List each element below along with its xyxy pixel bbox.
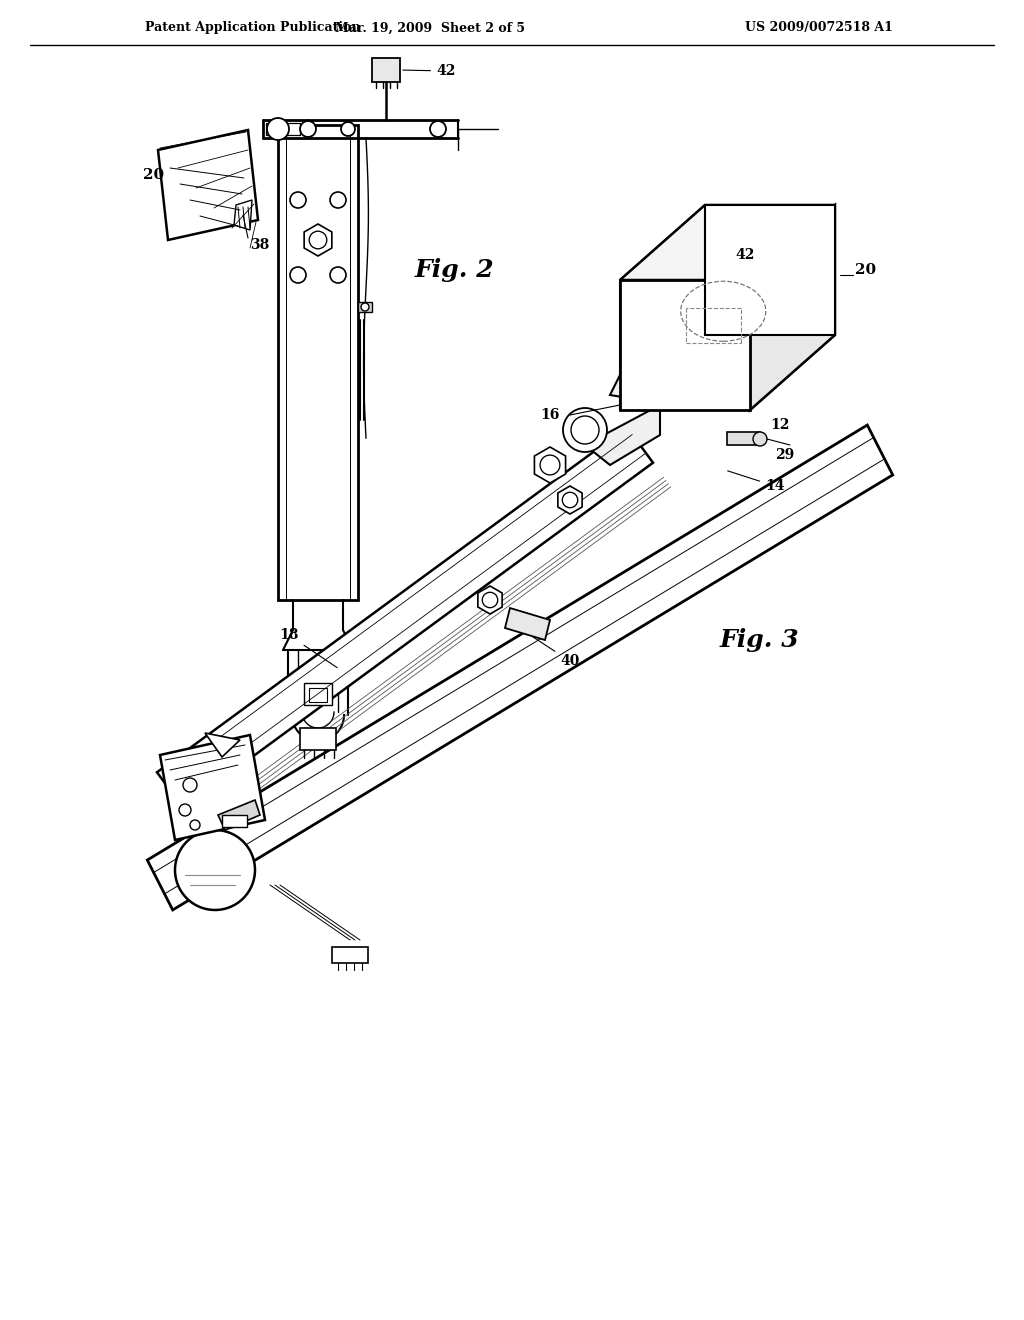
Circle shape [361,304,369,312]
Polygon shape [158,129,258,240]
Polygon shape [218,800,260,830]
Polygon shape [160,735,265,840]
Text: 20: 20 [143,168,164,182]
Circle shape [267,117,289,140]
Circle shape [290,191,306,209]
Polygon shape [478,586,502,614]
Text: Fig. 3: Fig. 3 [720,628,800,652]
Polygon shape [620,335,835,411]
Polygon shape [558,486,582,513]
Polygon shape [585,405,660,465]
Bar [222,814,247,828]
Circle shape [540,455,560,475]
Circle shape [753,432,767,446]
Text: US 2009/0072518 A1: US 2009/0072518 A1 [745,21,893,34]
Text: 40: 40 [532,636,580,668]
Text: 20: 20 [855,263,877,277]
Bar [266,123,300,135]
Circle shape [330,191,346,209]
Polygon shape [234,201,252,230]
Text: 38: 38 [250,238,269,252]
Circle shape [183,777,197,792]
Circle shape [482,593,498,607]
Circle shape [430,121,446,137]
Circle shape [341,121,355,136]
Bar [278,125,358,601]
Circle shape [175,830,255,909]
Bar [372,58,400,82]
Bar [309,688,327,702]
Circle shape [190,820,200,830]
Text: Patent Application Publication: Patent Application Publication [145,21,360,34]
Polygon shape [205,733,240,756]
Bar [300,729,336,750]
Text: 42: 42 [402,63,456,78]
Polygon shape [750,205,835,411]
Polygon shape [610,366,685,405]
Bar [304,682,332,705]
Text: 42: 42 [735,248,755,261]
Circle shape [290,267,306,282]
Polygon shape [304,224,332,256]
Text: 12: 12 [770,418,790,432]
Polygon shape [620,205,835,280]
Text: 14: 14 [728,471,784,492]
Text: Fig. 2: Fig. 2 [415,257,495,282]
Circle shape [562,492,578,508]
Text: 16: 16 [541,408,560,422]
Circle shape [300,121,316,137]
Circle shape [330,267,346,282]
Polygon shape [705,205,835,335]
Bar [332,946,368,964]
Polygon shape [620,205,705,411]
Polygon shape [147,425,893,909]
Circle shape [309,231,327,248]
Polygon shape [505,609,550,640]
Circle shape [563,408,607,451]
Circle shape [179,804,191,816]
Circle shape [571,416,599,444]
Polygon shape [157,428,653,808]
Text: Mar. 19, 2009  Sheet 2 of 5: Mar. 19, 2009 Sheet 2 of 5 [335,21,525,34]
Text: 18: 18 [280,628,337,668]
Text: 29: 29 [775,447,795,462]
Polygon shape [620,280,750,411]
Polygon shape [535,447,565,483]
Polygon shape [727,432,760,445]
Bar [358,302,372,312]
